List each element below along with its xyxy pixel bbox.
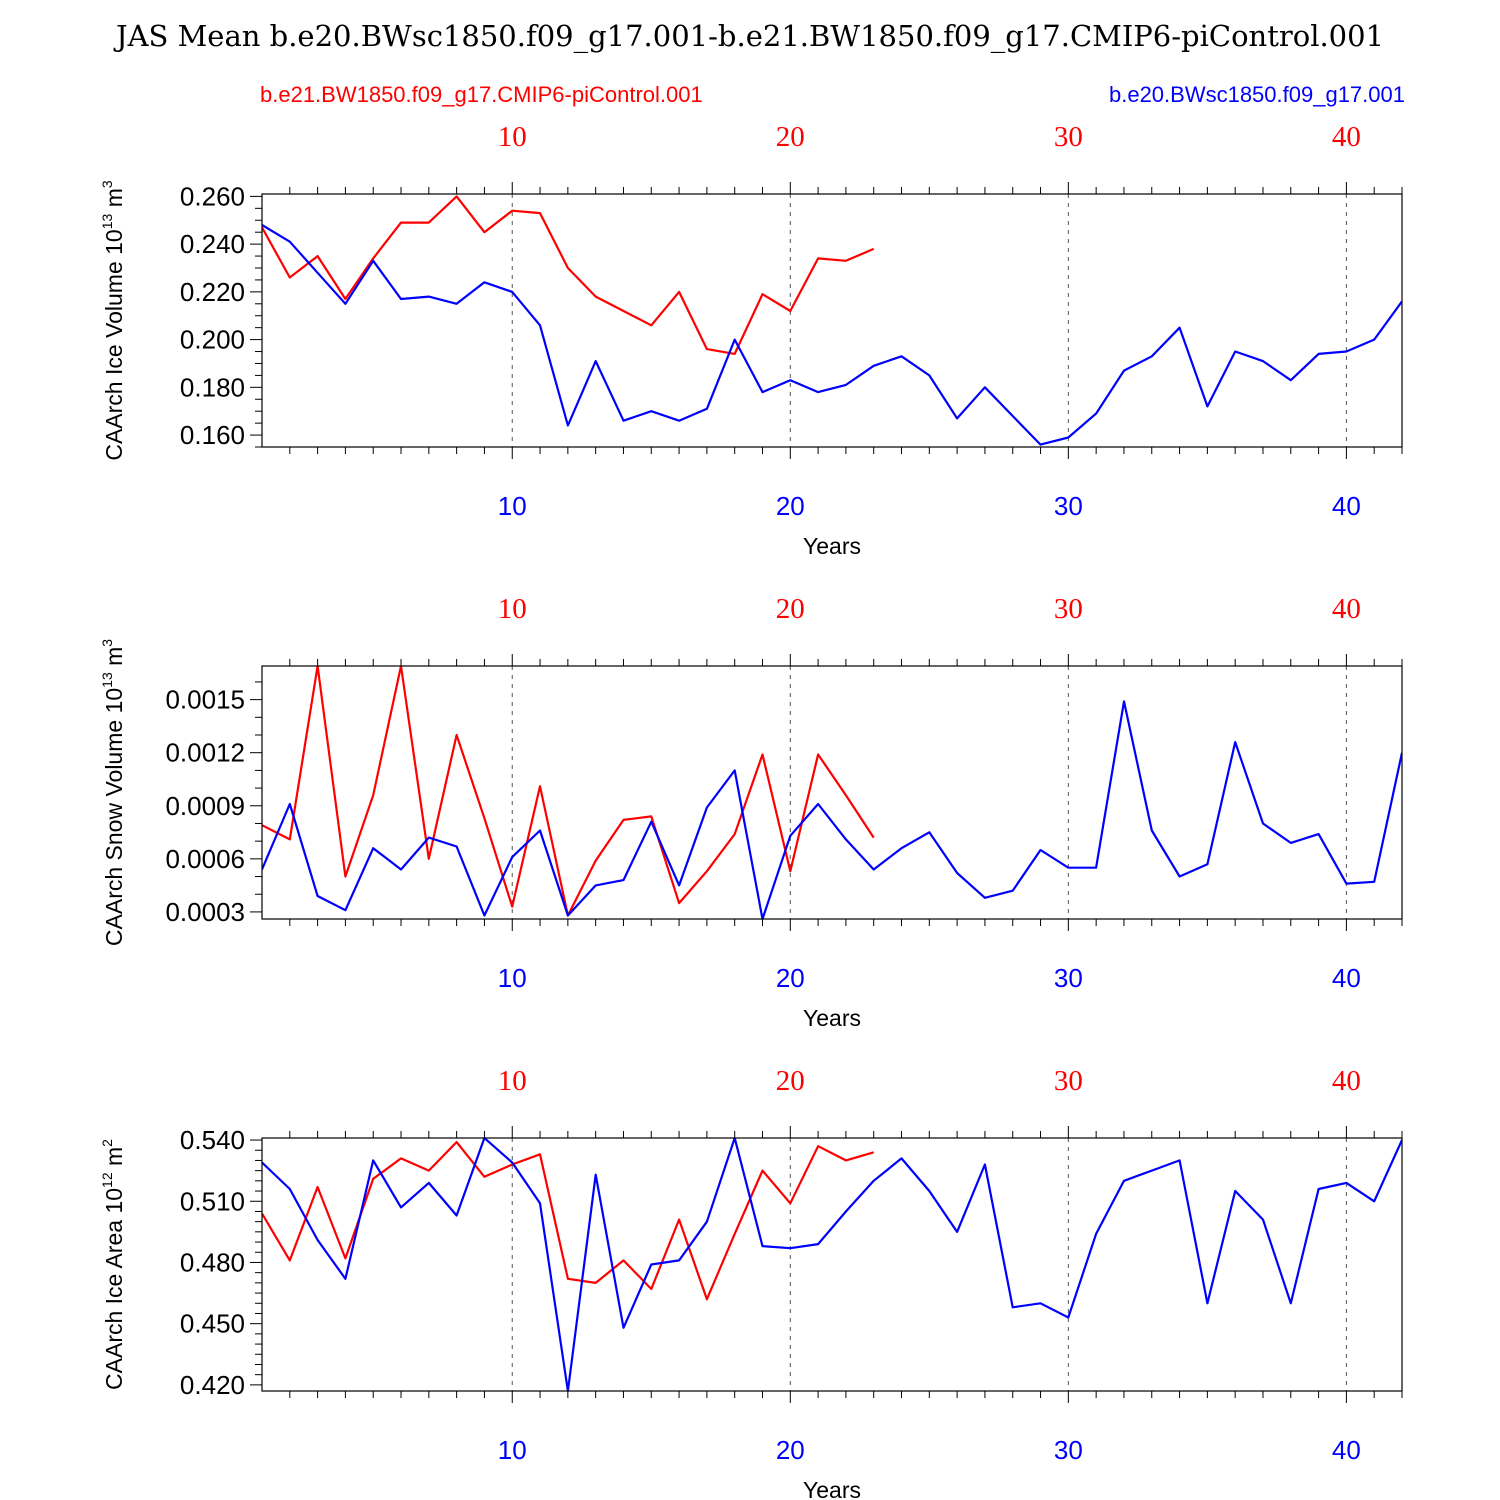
y-axis-label: CAArch Ice Area 1012 m2 [99,1139,127,1390]
x-tick-label-bottom: 10 [498,491,527,521]
x-tick-label-bottom: 30 [1054,491,1083,521]
x-axis-label: Years [803,1005,861,1031]
x-tick-label-bottom: 30 [1054,963,1083,993]
x-tick-label-bottom: 10 [498,1435,527,1465]
legend-experiment: b.e20.BWsc1850.f09_g17.001 [1109,82,1405,107]
series-line-experiment [262,224,1402,446]
y-tick-label: 0.220 [180,277,245,307]
x-tick-label-top: 40 [1332,1065,1361,1097]
y-tick-label: 0.450 [180,1309,245,1339]
x-tick-label-top: 10 [498,121,527,153]
plot-frame [261,1137,1403,1392]
x-tick-label-top: 20 [776,593,805,625]
x-tick-label-top: 20 [776,1065,805,1097]
x-tick-label-bottom: 10 [498,963,527,993]
x-axis-label: Years [803,533,861,559]
series-line-control [262,664,875,917]
y-tick-label: 0.260 [180,181,245,211]
panel-1: 0.260 0.240 0.220 0.200 0.180 0.160 10 20 30 40 10… [99,121,1403,559]
y-tick-label: 0.0003 [165,897,245,927]
y-axis-label: CAArch Ice Volume 1013 m3 [99,180,127,461]
y-tick-label: 0.200 [180,325,245,355]
y-tick-label: 0.0006 [165,844,245,874]
x-tick-label-top: 10 [498,593,527,625]
y-tick-label: 0.180 [180,372,245,402]
series-line-control [262,1140,875,1301]
x-tick-label-top: 30 [1054,1065,1083,1097]
y-tick-label: 0.0009 [165,791,245,821]
figure-title: JAS Mean b.e20.BWsc1850.f09_g17.001-b.e2… [113,19,1384,54]
y-tick-label: 0.240 [180,229,245,259]
x-tick-label-bottom: 40 [1332,963,1361,993]
x-tick-label-top: 40 [1332,121,1361,153]
y-axis-label: CAArch Snow Volume 1013 m3 [99,639,127,946]
x-tick-label-top: 30 [1054,593,1083,625]
panel-3: 0.540 0.510 0.480 0.450 0.420 10 20 30 40 10 20 30 4… [99,1065,1403,1500]
x-axis-label: Years [803,1477,861,1500]
plot-frame [261,665,1403,920]
y-tick-label: 0.0015 [165,685,245,715]
legend-control: b.e21.BW1850.f09_g17.CMIP6-piControl.001 [260,82,703,107]
panel-2: 0.0015 0.0012 0.0009 0.0006 0.0003 10 20 30 40 10… [99,593,1403,1031]
series-line-experiment [262,700,1402,921]
x-tick-label-bottom: 20 [776,963,805,993]
y-tick-label: 0.420 [180,1370,245,1400]
x-tick-label-bottom: 40 [1332,1435,1361,1465]
x-tick-label-top: 30 [1054,121,1083,153]
x-tick-label-bottom: 40 [1332,491,1361,521]
x-tick-label-top: 10 [498,1065,527,1097]
y-tick-label: 0.510 [180,1186,245,1216]
y-tick-label: 0.480 [180,1247,245,1277]
x-tick-label-top: 20 [776,121,805,153]
x-tick-label-bottom: 30 [1054,1435,1083,1465]
x-tick-label-top: 40 [1332,593,1361,625]
y-tick-label: 0.540 [180,1125,245,1155]
x-tick-label-bottom: 20 [776,1435,805,1465]
x-tick-label-bottom: 20 [776,491,805,521]
y-tick-label: 0.160 [180,420,245,450]
series-line-experiment [262,1136,1402,1393]
series-line-control [262,195,875,355]
y-tick-label: 0.0012 [165,738,245,768]
plot-frame [261,193,1403,448]
